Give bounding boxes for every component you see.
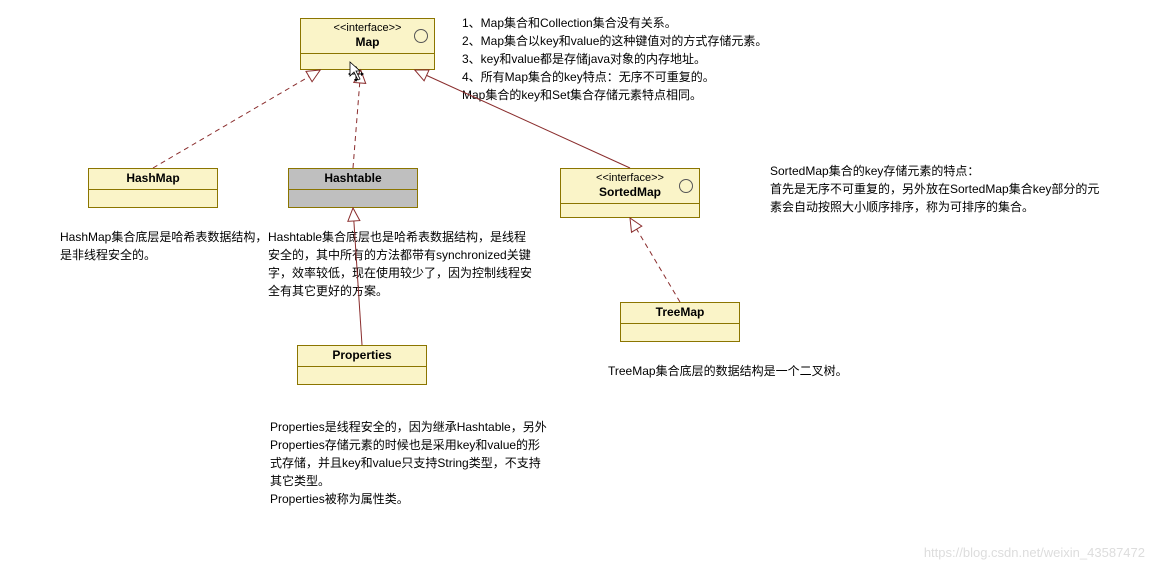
note-treemap: TreeMap集合底层的数据结构是一个二叉树。	[608, 362, 848, 380]
uml-class-hashmap: HashMap	[88, 168, 218, 208]
uml-interface-map: <<interface>> Map	[300, 18, 435, 70]
interface-circle-icon	[414, 29, 428, 43]
note-map: 1、Map集合和Collection集合没有关系。 2、Map集合以key和va…	[462, 14, 842, 104]
class-name: TreeMap	[627, 305, 733, 321]
uml-class-treemap: TreeMap	[620, 302, 740, 342]
interface-circle-icon	[679, 179, 693, 193]
uml-class-properties: Properties	[297, 345, 427, 385]
edge-hashtable-to-map	[353, 70, 361, 168]
uml-interface-sortedmap: <<interface>> SortedMap	[560, 168, 700, 218]
class-name: HashMap	[95, 171, 211, 187]
stereotype-label: <<interface>>	[307, 21, 428, 35]
class-name: SortedMap	[567, 185, 693, 201]
stereotype-label: <<interface>>	[567, 171, 693, 185]
edge-hashmap-to-map	[153, 70, 320, 168]
note-properties: Properties是线程安全的，因为继承Hashtable，另外Propert…	[270, 418, 550, 508]
note-hashtable: Hashtable集合底层也是哈希表数据结构，是线程安全的，其中所有的方法都带有…	[268, 228, 538, 300]
watermark-text: https://blog.csdn.net/weixin_43587472	[924, 545, 1145, 560]
class-name: Map	[307, 35, 428, 51]
note-hashmap: HashMap集合底层是哈希表数据结构，是非线程安全的。	[60, 228, 270, 264]
uml-class-hashtable: Hashtable	[288, 168, 418, 208]
class-name: Hashtable	[295, 171, 411, 187]
note-sortedmap: SortedMap集合的key存储元素的特点： 首先是无序不可重复的，另外放在S…	[770, 162, 1110, 216]
class-name: Properties	[304, 348, 420, 364]
edge-treemap-to-sortedmap	[630, 218, 680, 302]
